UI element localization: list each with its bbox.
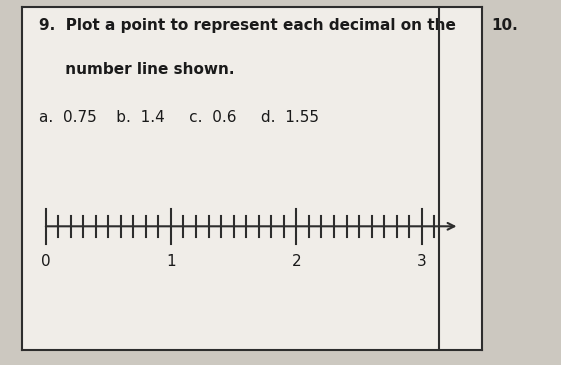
- Text: 0: 0: [41, 254, 50, 269]
- Text: 9.  Plot a point to represent each decimal on the: 9. Plot a point to represent each decima…: [39, 18, 456, 33]
- Text: 3: 3: [417, 254, 426, 269]
- Text: 2: 2: [292, 254, 301, 269]
- Text: 1: 1: [166, 254, 176, 269]
- Text: a.  0.75    b.  1.4     c.  0.6     d.  1.55: a. 0.75 b. 1.4 c. 0.6 d. 1.55: [39, 110, 319, 124]
- Text: 10.: 10.: [491, 18, 518, 33]
- Text: number line shown.: number line shown.: [39, 62, 234, 77]
